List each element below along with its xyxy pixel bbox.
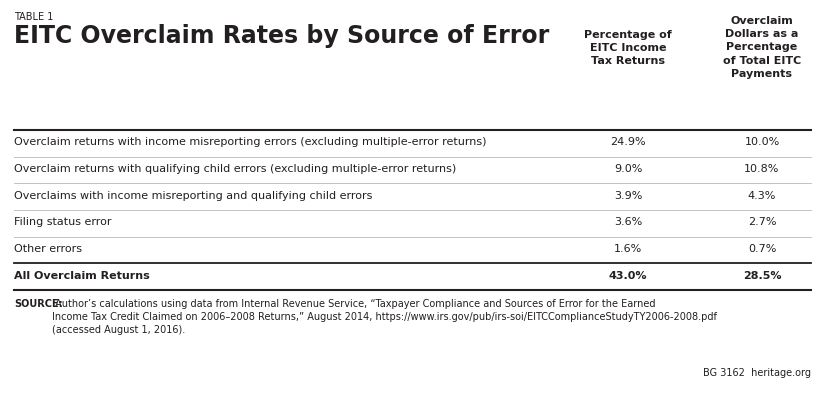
Text: TABLE 1: TABLE 1 — [14, 12, 54, 22]
Text: BG 3162  heritage.org: BG 3162 heritage.org — [703, 368, 811, 378]
Text: All Overclaim Returns: All Overclaim Returns — [14, 271, 150, 281]
Text: 28.5%: 28.5% — [742, 271, 781, 281]
Text: 2.7%: 2.7% — [747, 217, 776, 227]
Text: EITC Overclaim Rates by Source of Error: EITC Overclaim Rates by Source of Error — [14, 24, 549, 48]
Text: 43.0%: 43.0% — [609, 271, 648, 281]
Text: 9.0%: 9.0% — [614, 164, 642, 174]
Text: Author’s calculations using data from Internal Revenue Service, “Taxpayer Compli: Author’s calculations using data from In… — [52, 299, 717, 334]
Text: 3.9%: 3.9% — [614, 191, 642, 201]
Text: 10.0%: 10.0% — [744, 137, 780, 147]
Text: Overclaim returns with qualifying child errors (excluding multiple-error returns: Overclaim returns with qualifying child … — [14, 164, 456, 174]
Text: 4.3%: 4.3% — [747, 191, 776, 201]
Text: 24.9%: 24.9% — [610, 137, 646, 147]
Text: Overclaim returns with income misreporting errors (excluding multiple-error retu: Overclaim returns with income misreporti… — [14, 137, 487, 147]
Text: 10.8%: 10.8% — [744, 164, 780, 174]
Text: SOURCE:: SOURCE: — [14, 299, 63, 309]
Text: Other errors: Other errors — [14, 244, 82, 254]
Text: 0.7%: 0.7% — [747, 244, 776, 254]
Text: 1.6%: 1.6% — [614, 244, 642, 254]
Text: Percentage of
EITC Income
Tax Returns: Percentage of EITC Income Tax Returns — [584, 30, 672, 66]
Text: Overclaim
Dollars as a
Percentage
of Total EITC
Payments: Overclaim Dollars as a Percentage of Tot… — [723, 16, 801, 79]
Text: Overclaims with income misreporting and qualifying child errors: Overclaims with income misreporting and … — [14, 191, 372, 201]
Text: Filing status error: Filing status error — [14, 217, 111, 227]
Text: 3.6%: 3.6% — [614, 217, 642, 227]
